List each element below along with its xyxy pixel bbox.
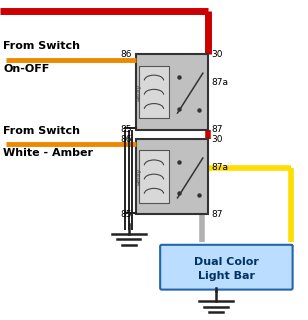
- Bar: [136, 54, 208, 130]
- Text: Relay: Relay: [137, 168, 142, 185]
- Text: 2: 2: [288, 244, 294, 253]
- Text: Relay: Relay: [137, 84, 142, 100]
- Text: 86: 86: [120, 50, 132, 59]
- Text: 86: 86: [120, 135, 132, 144]
- Text: On-OFF: On-OFF: [3, 64, 49, 74]
- Text: From Switch: From Switch: [3, 126, 80, 136]
- Text: 30: 30: [212, 135, 223, 144]
- Text: 85: 85: [120, 210, 132, 219]
- Bar: [139, 150, 169, 203]
- Text: 87a: 87a: [212, 163, 229, 172]
- Text: From Switch: From Switch: [3, 41, 80, 51]
- Text: 1: 1: [199, 244, 205, 253]
- Text: 85: 85: [120, 125, 132, 134]
- Text: Dual Color: Dual Color: [194, 257, 259, 267]
- Text: 87: 87: [212, 125, 223, 134]
- Bar: [139, 66, 169, 118]
- Text: White - Amber: White - Amber: [3, 148, 93, 158]
- FancyBboxPatch shape: [160, 245, 293, 290]
- Bar: [136, 139, 208, 214]
- Text: Light Bar: Light Bar: [198, 271, 255, 281]
- Text: 30: 30: [212, 50, 223, 59]
- Text: 87a: 87a: [212, 78, 229, 87]
- Text: 87: 87: [212, 210, 223, 219]
